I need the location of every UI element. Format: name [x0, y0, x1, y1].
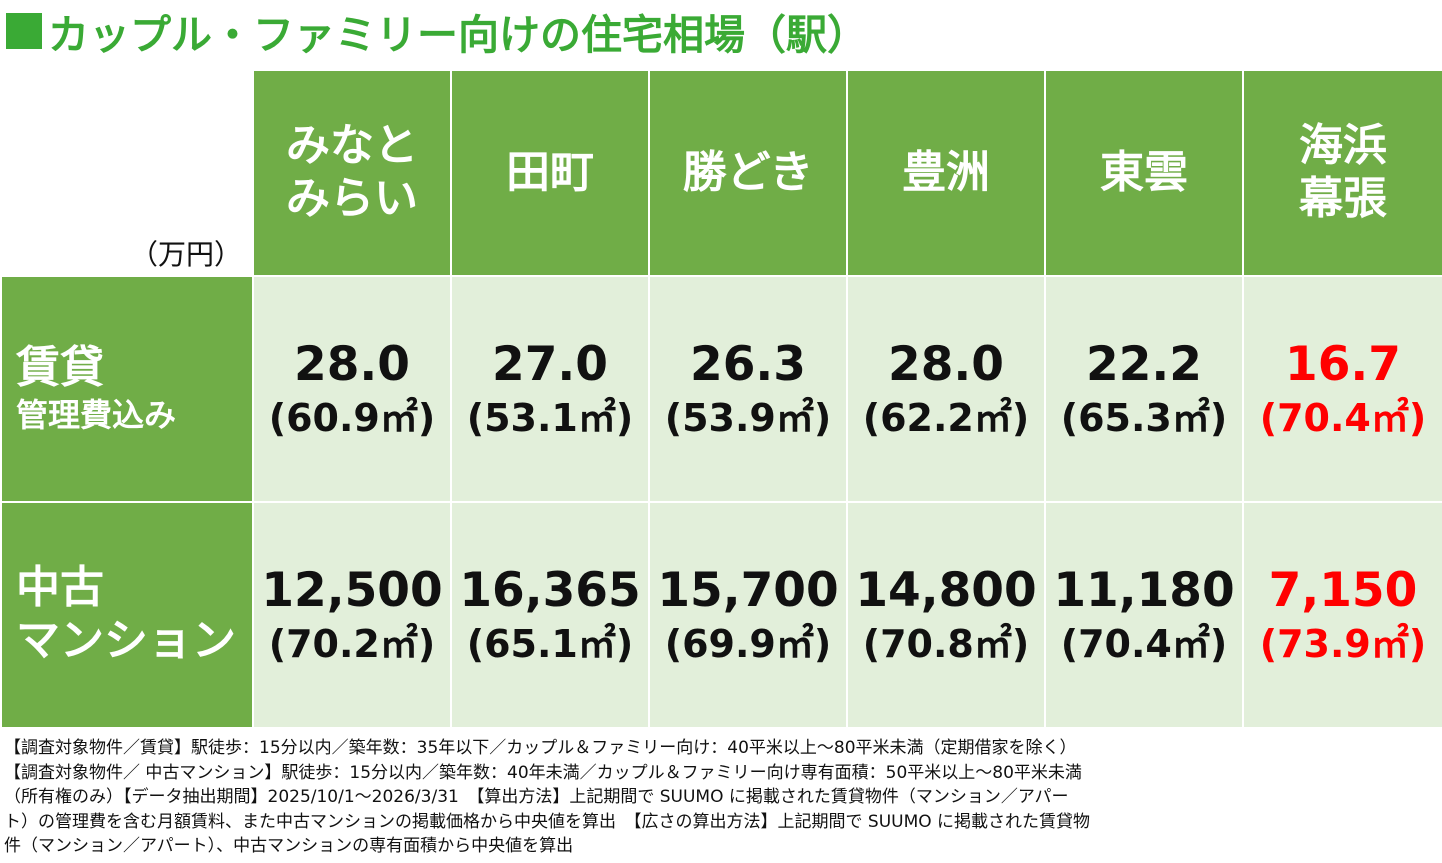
table-row: 中古 マンション 12,500 (70.2㎡) 16,365 (65.1㎡) 15,… — [0, 501, 1442, 729]
price-cell: 28.0 (60.9㎡) — [252, 275, 452, 503]
price-cell: 15,700 (69.9㎡) — [648, 501, 848, 729]
station-header: 海浜 幕張 — [1242, 69, 1442, 277]
page-title-text: カップル・ファミリー向けの住宅相場（駅） — [48, 11, 868, 59]
price-cell: 11,180 (70.4㎡) — [1044, 501, 1244, 729]
station-header: 東雲 — [1044, 69, 1244, 277]
header-row: （万円） みなと みらい 田町 勝どき 豊洲 東雲 海浜 幕張 — [0, 69, 1442, 277]
price-table: （万円） みなと みらい 田町 勝どき 豊洲 東雲 海浜 幕張 賃貸 管理費込み 2… — [0, 69, 1442, 729]
price-cell: 28.0 (62.2㎡) — [846, 275, 1046, 503]
price-cell: 22.2 (65.3㎡) — [1044, 275, 1244, 503]
price-cell: 26.3 (53.9㎡) — [648, 275, 848, 503]
table-corner: （万円） — [0, 69, 254, 277]
station-header: 勝どき — [648, 69, 848, 277]
price-cell: 16,365 (65.1㎡) — [450, 501, 650, 729]
row-header-used-condo: 中古 マンション — [0, 501, 254, 729]
footnote: 【調査対象物件／賃貸】駅徒歩：15分以内／築年数：35年以下／カップル＆ファミリ… — [4, 738, 1091, 856]
price-cell: 27.0 (53.1㎡) — [450, 275, 650, 503]
price-cell-highlight: 7,150 (73.9㎡) — [1242, 501, 1442, 729]
price-cell: 14,800 (70.8㎡) — [846, 501, 1046, 729]
unit-label: （万円） — [130, 238, 243, 271]
price-cell: 12,500 (70.2㎡) — [252, 501, 452, 729]
title-square-icon — [6, 13, 42, 49]
table-row: 賃貸 管理費込み 28.0 (60.9㎡) 27.0 (53.1㎡) 26.3 (53… — [0, 275, 1442, 503]
station-header: みなと みらい — [252, 69, 452, 277]
row-header-rent: 賃貸 管理費込み — [0, 275, 254, 503]
price-cell-highlight: 16.7 (70.4㎡) — [1242, 275, 1442, 503]
station-header: 田町 — [450, 69, 650, 277]
page-title: カップル・ファミリー向けの住宅相場（駅） — [6, 0, 868, 62]
station-header: 豊洲 — [846, 69, 1046, 277]
